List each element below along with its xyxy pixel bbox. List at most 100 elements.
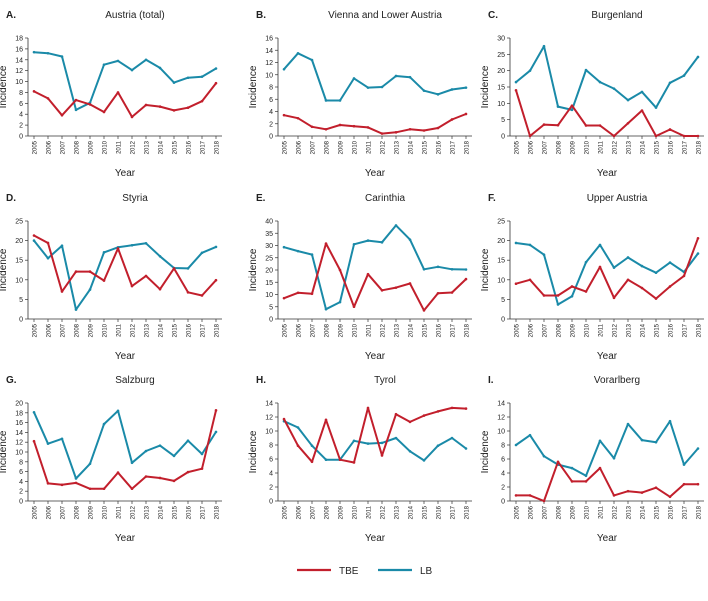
data-point-tbe: [584, 290, 588, 293]
x-tick-label: 2007: [543, 505, 549, 519]
data-point-tbe: [408, 127, 412, 131]
y-tick-label: 25: [265, 255, 273, 262]
x-tick-label: 2016: [669, 505, 675, 519]
data-point-lb: [186, 76, 190, 80]
data-point-lb: [640, 90, 644, 94]
x-tick-label: 2006: [529, 505, 535, 519]
panel-title: Salzburg: [115, 375, 154, 386]
data-point-lb: [310, 253, 314, 256]
y-tick-label: 25: [497, 219, 505, 226]
data-point-lb: [46, 51, 50, 55]
y-tick-label: 8: [269, 85, 273, 92]
data-point-tbe: [46, 241, 50, 245]
data-point-lb: [696, 252, 700, 255]
data-point-tbe: [296, 291, 300, 295]
x-tick-label: 2012: [381, 323, 387, 337]
y-tick-label: 10: [497, 277, 505, 284]
x-tick-label: 2010: [103, 140, 109, 154]
x-tick-label: 2005: [283, 140, 289, 154]
data-point-lb: [654, 106, 658, 109]
data-point-lb: [324, 99, 328, 102]
x-tick-label: 2007: [61, 323, 67, 337]
data-point-lb: [88, 462, 92, 466]
data-point-lb: [46, 256, 50, 260]
data-point-lb: [570, 108, 574, 112]
x-tick-label: 2013: [395, 140, 401, 154]
data-point-tbe: [46, 97, 50, 100]
series-line-tbe: [33, 82, 217, 118]
data-point-tbe: [556, 460, 560, 464]
data-point-tbe: [186, 106, 190, 109]
data-point-tbe: [144, 475, 148, 478]
data-point-lb: [422, 267, 426, 271]
y-tick-label: 6: [19, 101, 23, 108]
y-tick-label: 4: [501, 471, 505, 478]
data-point-lb: [200, 75, 204, 78]
data-point-lb: [60, 244, 64, 247]
data-point-lb: [408, 238, 412, 241]
x-tick-label: 2006: [47, 323, 53, 337]
series-line-lb: [33, 409, 217, 480]
data-point-lb: [464, 447, 468, 450]
x-tick-label: 2007: [543, 140, 549, 154]
x-tick-label: 2007: [311, 140, 317, 154]
panel-letter: G.: [6, 375, 17, 386]
x-tick-label: 2014: [409, 323, 415, 337]
x-tick-label: 2008: [557, 505, 563, 519]
x-axis-label: Year: [115, 533, 136, 544]
x-tick-label: 2014: [641, 505, 647, 519]
data-point-lb: [584, 68, 588, 72]
data-point-lb: [408, 450, 412, 453]
data-point-lb: [528, 433, 532, 437]
data-point-tbe: [102, 110, 106, 114]
y-tick-label: 2: [19, 123, 23, 130]
data-point-tbe: [116, 247, 120, 250]
x-tick-label: 2011: [599, 140, 605, 154]
y-tick-label: 0: [501, 499, 505, 506]
data-point-tbe: [338, 123, 342, 127]
data-point-lb: [380, 441, 384, 445]
y-tick-label: 15: [265, 280, 273, 287]
x-tick-label: 2012: [613, 323, 619, 337]
x-tick-label: 2008: [325, 140, 331, 154]
data-point-lb: [186, 267, 190, 270]
data-point-lb: [696, 55, 700, 59]
data-point-lb: [598, 80, 602, 84]
data-point-tbe: [640, 286, 644, 290]
x-tick-label: 2018: [215, 323, 221, 337]
y-axis-label: Incidence: [248, 65, 259, 108]
y-tick-label: 0: [501, 134, 505, 141]
data-point-lb: [144, 449, 148, 453]
y-tick-label: 20: [497, 68, 505, 75]
data-point-tbe: [282, 296, 286, 300]
data-point-tbe: [584, 124, 588, 127]
y-axis-label: Incidence: [480, 430, 491, 473]
data-point-lb: [102, 422, 106, 426]
data-point-tbe: [366, 126, 370, 129]
data-point-lb: [200, 251, 204, 255]
x-tick-label: 2018: [697, 505, 703, 519]
data-point-tbe: [60, 483, 64, 487]
x-tick-label: 2018: [215, 505, 221, 519]
data-point-lb: [172, 454, 176, 458]
data-point-lb: [282, 67, 286, 71]
data-point-tbe: [88, 270, 92, 273]
panel-a: A. Austria (total) 0 2 4 6 8 10 12 14 16 18 2005 2006…: [0, 10, 222, 179]
data-point-tbe: [172, 267, 176, 270]
y-tick-label: 14: [15, 57, 23, 64]
series-line-lb: [33, 51, 217, 111]
data-point-lb: [436, 444, 440, 448]
data-point-tbe: [46, 482, 50, 485]
data-point-lb: [514, 80, 518, 84]
data-point-tbe: [422, 129, 426, 132]
data-point-tbe: [380, 132, 384, 135]
x-tick-label: 2010: [103, 505, 109, 519]
data-point-lb: [144, 242, 148, 245]
panel-letter: B.: [256, 10, 266, 21]
y-tick-label: 10: [265, 72, 273, 79]
x-tick-label: 2015: [655, 140, 661, 154]
data-point-tbe: [682, 274, 686, 278]
panel-title: Styria: [122, 193, 148, 204]
data-point-tbe: [528, 494, 532, 497]
